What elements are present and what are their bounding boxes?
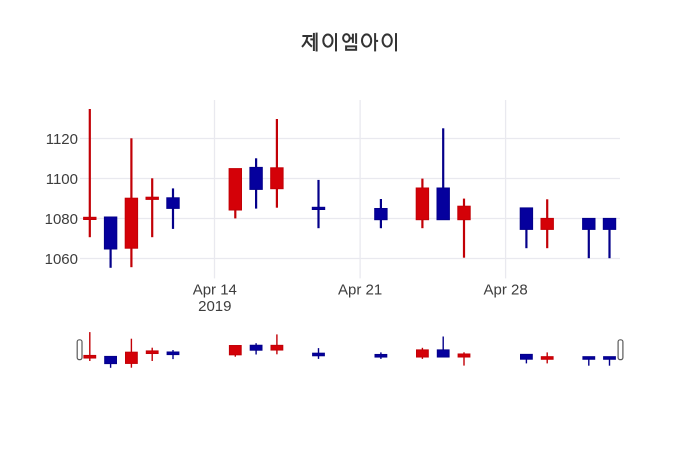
svg-text:2019: 2019 [198,298,231,315]
svg-text:1080: 1080 [45,211,78,228]
svg-text:Apr 14: Apr 14 [193,282,237,299]
svg-text:Apr 21: Apr 21 [338,282,382,299]
svg-text:1060: 1060 [45,251,78,268]
svg-text:1120: 1120 [46,131,78,148]
svg-text:1100: 1100 [46,171,78,188]
svg-text:Apr 28: Apr 28 [483,282,527,299]
